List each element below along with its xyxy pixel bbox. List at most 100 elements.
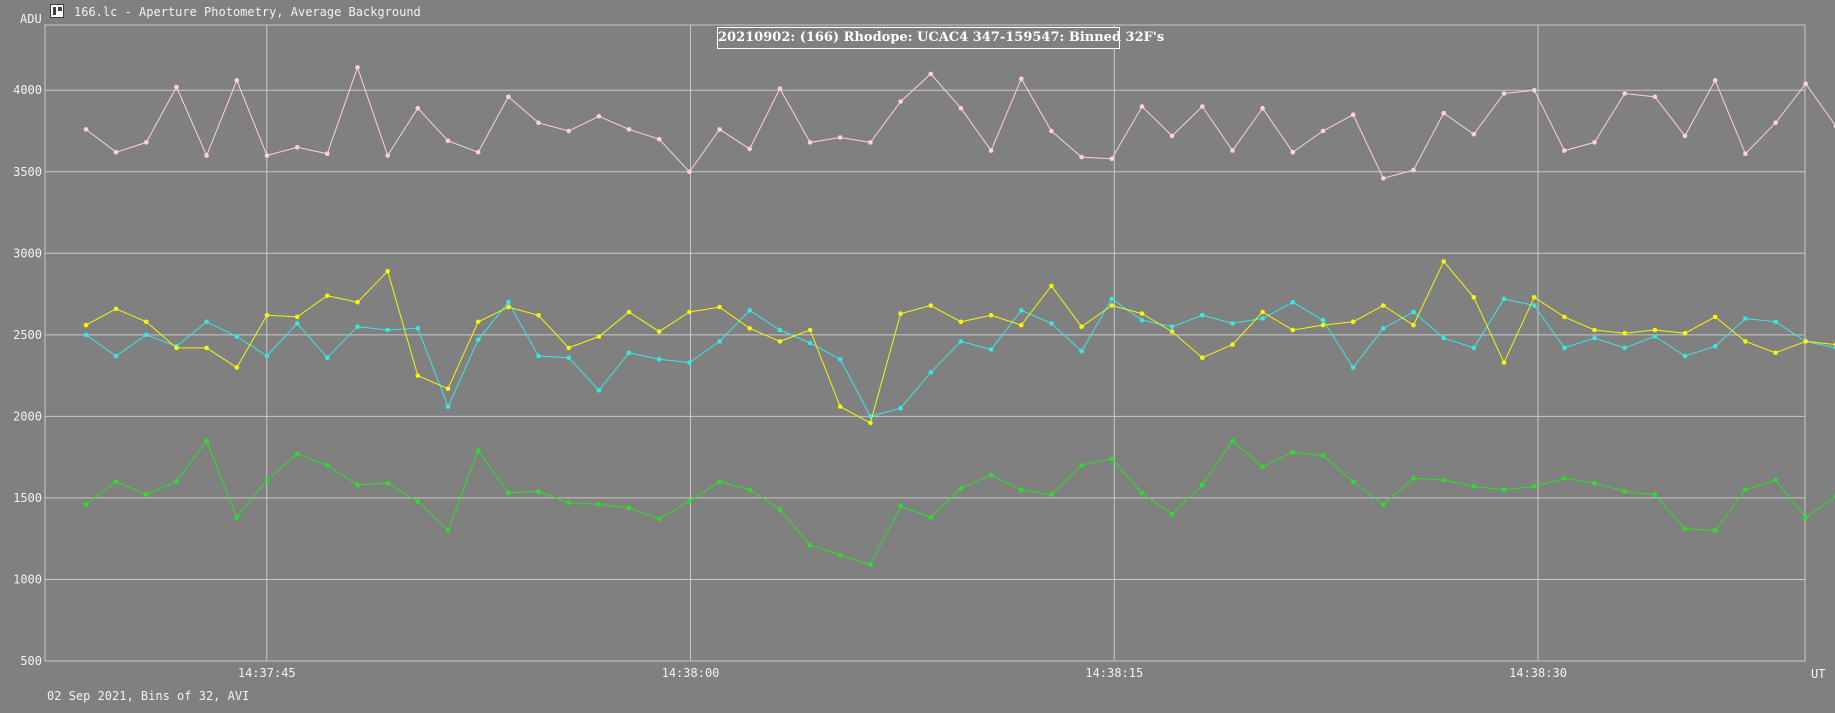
data-point [144, 492, 149, 498]
data-point [988, 347, 994, 352]
data-point [928, 71, 934, 77]
y-tick-label: 2500 [13, 328, 42, 342]
data-point [777, 339, 783, 344]
data-point [1139, 104, 1145, 109]
data-point [958, 105, 964, 111]
data-point [475, 319, 481, 325]
data-point [566, 345, 571, 351]
data-point [868, 420, 873, 426]
data-point [626, 505, 632, 511]
data-point [1049, 128, 1054, 134]
data-point [415, 498, 421, 504]
data-point [1350, 365, 1356, 370]
series-0 [83, 65, 1835, 181]
data-point [294, 321, 300, 326]
data-point [1381, 502, 1386, 507]
data-point [536, 313, 541, 318]
data-point [777, 86, 783, 91]
data-point [506, 490, 511, 496]
plot-area [44, 24, 1806, 662]
data-point [1441, 110, 1446, 116]
data-point [1622, 91, 1627, 96]
x-tick-label: 14:38:00 [662, 666, 720, 680]
data-point [1381, 176, 1386, 181]
data-point [747, 308, 752, 313]
data-point [475, 337, 481, 343]
data-point [837, 404, 843, 409]
data-point [1773, 319, 1778, 325]
data-point [1531, 87, 1537, 93]
data-point [1622, 489, 1627, 494]
data-point [1019, 308, 1024, 313]
data-point [747, 326, 752, 331]
data-point [1501, 487, 1507, 493]
data-point [1230, 321, 1235, 326]
data-point [415, 326, 421, 331]
y-tick-label: 500 [20, 654, 42, 668]
data-point [1773, 350, 1778, 356]
data-point [928, 515, 934, 520]
data-point [1712, 528, 1718, 533]
data-point [385, 153, 391, 158]
series-2 [83, 259, 1835, 426]
x-tick-label: 14:38:15 [1085, 666, 1143, 680]
data-point [234, 78, 240, 83]
data-point [656, 136, 662, 142]
series-line [85, 439, 1835, 566]
series-line [85, 65, 1835, 179]
data-point [1592, 140, 1597, 145]
data-point [1139, 490, 1145, 496]
data-point [1290, 299, 1296, 305]
data-point [1139, 311, 1145, 316]
data-point [807, 140, 813, 145]
data-point [264, 353, 270, 359]
data-point [1743, 487, 1748, 493]
data-point [898, 405, 903, 411]
data-point [144, 319, 149, 325]
data-point [294, 451, 300, 457]
data-point [144, 332, 149, 338]
data-point [1230, 342, 1235, 347]
data-point [234, 515, 240, 520]
data-point [234, 365, 240, 370]
data-point [536, 353, 541, 359]
data-point [1441, 259, 1446, 264]
data-point [837, 357, 843, 362]
data-point [174, 345, 179, 351]
data-point [747, 487, 752, 493]
data-point [717, 479, 722, 484]
data-point [958, 339, 964, 344]
data-point [1019, 76, 1024, 82]
series-line [85, 260, 1835, 424]
data-point [747, 146, 752, 152]
chart-title-box: 20210902: (166) Rhodope: UCAC4 347-15954… [717, 27, 1165, 49]
data-point [988, 472, 994, 478]
data-point [807, 340, 813, 346]
data-point [113, 353, 119, 359]
data-point [988, 313, 994, 318]
lightcurve-app-icon[interactable] [50, 4, 64, 18]
data-point [415, 373, 421, 378]
series-line [85, 298, 1835, 417]
data-point [1350, 319, 1356, 325]
data-point [1260, 316, 1265, 321]
data-point [385, 480, 391, 486]
data-point [1109, 156, 1115, 161]
data-point [687, 498, 692, 504]
data-point [1230, 438, 1235, 444]
data-point [1200, 104, 1205, 109]
data-point [506, 299, 511, 305]
data-point [536, 489, 541, 494]
data-point [1743, 151, 1748, 157]
data-point [1531, 295, 1537, 300]
data-point [1712, 78, 1718, 83]
data-point [355, 299, 360, 305]
data-point [475, 448, 481, 453]
y-tick-label: 1500 [13, 491, 42, 505]
data-point [1200, 313, 1205, 318]
data-point [717, 339, 722, 344]
data-point [355, 482, 360, 488]
chart-title: 20210902: (166) Rhodope: UCAC4 347-15954… [718, 30, 1165, 45]
data-series [83, 65, 1835, 568]
